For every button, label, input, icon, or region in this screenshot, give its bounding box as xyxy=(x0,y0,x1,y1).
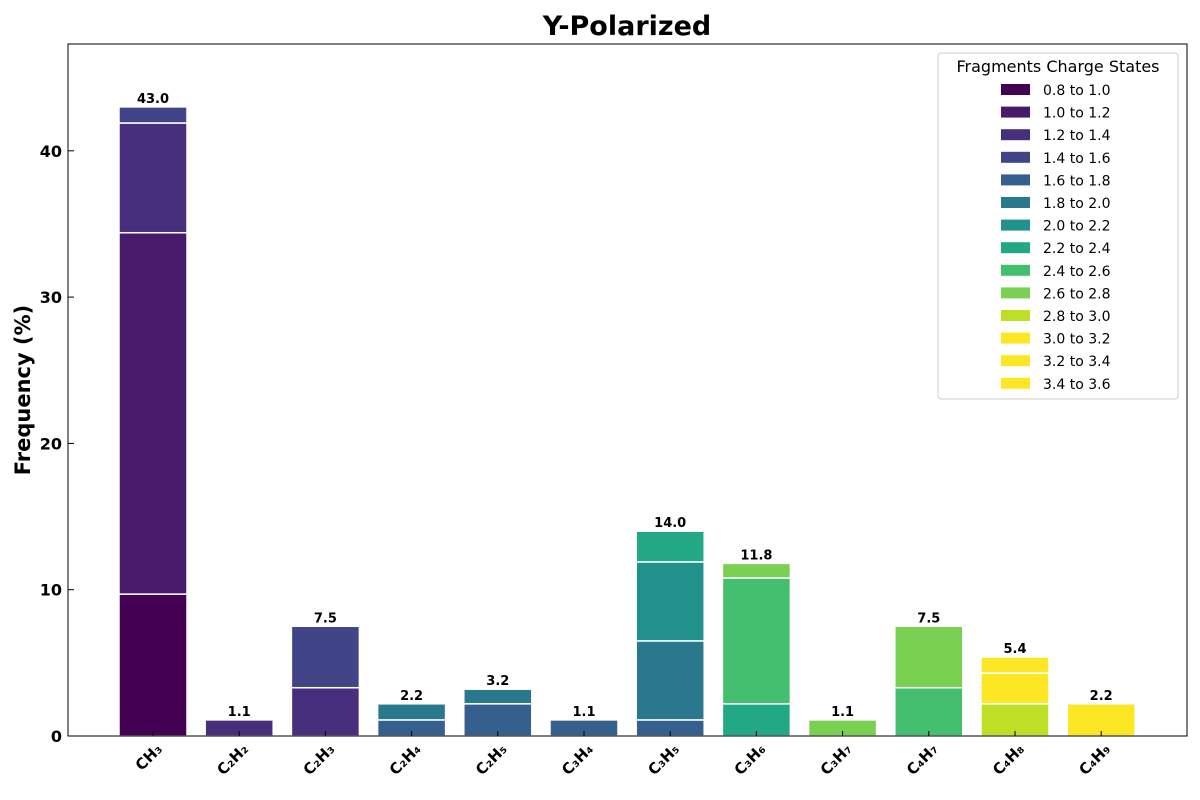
bar-total-label: 1.1 xyxy=(572,705,595,720)
bar-segment xyxy=(894,625,964,689)
legend-entry-label: 0.8 to 1.0 xyxy=(1043,83,1110,99)
legend-entry-label: 3.2 to 3.4 xyxy=(1043,354,1111,370)
legend-swatch xyxy=(1001,264,1030,276)
bar-total-label: 43.0 xyxy=(137,92,169,107)
legend-swatch xyxy=(1001,197,1030,208)
bar-segment xyxy=(290,625,361,689)
legend-swatch xyxy=(1001,151,1030,163)
bar-segment xyxy=(980,672,1050,705)
legend-swatch xyxy=(1001,377,1030,389)
legend-entry-label: 2.2 to 2.4 xyxy=(1043,241,1111,257)
legend-swatch xyxy=(1001,242,1030,254)
bar-total-label: 2.2 xyxy=(400,689,423,704)
bar-segment xyxy=(118,122,188,234)
bar-segment xyxy=(290,686,361,737)
bar-total-label: 14.0 xyxy=(654,516,686,531)
x-tick-label: CH₃ xyxy=(132,740,166,774)
x-tick-label: C₄H₈ xyxy=(989,740,1028,779)
bar-total-label: 5.4 xyxy=(1003,642,1026,657)
legend-entry-label: 3.0 to 3.2 xyxy=(1043,332,1110,348)
y-tick-label: 20 xyxy=(40,434,62,453)
legend-entry-label: 1.8 to 2.0 xyxy=(1043,196,1110,212)
y-axis-label: Frequency (%) xyxy=(11,305,35,475)
x-tick-label: C₃H₄ xyxy=(558,740,597,779)
y-tick-label: 40 xyxy=(40,142,62,161)
legend-swatch xyxy=(1001,287,1030,299)
chart-title: Y-Polarized xyxy=(542,11,712,42)
legend-swatch xyxy=(1001,129,1030,141)
legend-entry-label: 2.8 to 3.0 xyxy=(1043,309,1110,325)
bar-segment xyxy=(376,703,447,721)
legend-box xyxy=(937,52,1179,400)
bars-layer: 43.0 1.1 7.5 2.2 3.2 1.1 14.0 11.8 1.1 7.5 5.4 2.2 xyxy=(118,92,1136,737)
y-tick-label: 10 xyxy=(40,581,62,600)
x-tick-label: C₃H₇ xyxy=(817,740,856,779)
legend-entry-label: 3.4 to 3.6 xyxy=(1043,377,1111,393)
legend-entry-label: 1.4 to 1.6 xyxy=(1043,151,1111,167)
x-tick-label: C₃H₅ xyxy=(644,740,683,779)
bar-total-label: 1.1 xyxy=(831,705,854,720)
bar-segment xyxy=(721,562,792,579)
legend-title: Fragments Charge States xyxy=(956,57,1159,76)
bar-total-label: 11.8 xyxy=(740,548,772,563)
bar-segment xyxy=(980,656,1050,674)
bar-segment xyxy=(635,561,705,642)
legend-entry-label: 2.0 to 2.2 xyxy=(1043,219,1110,235)
x-tick-label: C₂H₅ xyxy=(472,740,511,779)
bar-segment xyxy=(118,593,188,737)
legend-entry-label: 2.4 to 2.6 xyxy=(1043,264,1111,280)
legend-entry-label: 1.6 to 1.8 xyxy=(1043,173,1110,189)
x-tick-label: C₂H₂ xyxy=(213,740,252,779)
bar-total-label: 2.2 xyxy=(1090,689,1113,704)
legend-entry-label: 2.6 to 2.8 xyxy=(1043,286,1110,302)
bar-segment xyxy=(635,530,705,563)
bar-segment xyxy=(1066,703,1136,737)
bar-segment xyxy=(721,703,792,737)
x-tick-label: C₂H₃ xyxy=(300,740,339,779)
bar-segment xyxy=(118,231,188,595)
legend-swatch xyxy=(1001,219,1030,231)
legend-entry-label: 1.0 to 1.2 xyxy=(1043,106,1110,122)
bar-total-label: 1.1 xyxy=(228,705,251,720)
y-tick-label: 0 xyxy=(51,727,62,746)
bar-segment xyxy=(635,640,705,721)
x-tick-label: C₄H₉ xyxy=(1075,740,1114,779)
bar-segment xyxy=(980,703,1050,737)
bar-segment xyxy=(463,688,533,705)
legend: Fragments Charge States 0.8 to 1.0 1.0 to … xyxy=(937,52,1179,400)
legend-swatch xyxy=(1001,310,1030,321)
legend-entry-label: 1.2 to 1.4 xyxy=(1043,128,1111,144)
bar-total-label: 7.5 xyxy=(917,611,940,626)
legend-swatch xyxy=(1001,174,1030,186)
legend-swatch xyxy=(1001,355,1030,367)
x-tick-label: C₃H₆ xyxy=(731,740,770,779)
bar-segment xyxy=(721,577,792,705)
bar-total-label: 7.5 xyxy=(314,611,337,626)
x-tick-label: C₂H₄ xyxy=(386,740,425,779)
bar-total-label: 3.2 xyxy=(486,674,509,689)
legend-swatch xyxy=(1001,84,1030,95)
x-tick-label: C₄H₇ xyxy=(903,740,942,779)
y-tick-label: 30 xyxy=(40,288,62,307)
plot-frame xyxy=(67,43,1188,737)
legend-swatch xyxy=(1001,106,1030,118)
bar-segment xyxy=(118,106,188,124)
legend-swatch xyxy=(1001,332,1030,344)
bar-segment xyxy=(894,686,964,737)
